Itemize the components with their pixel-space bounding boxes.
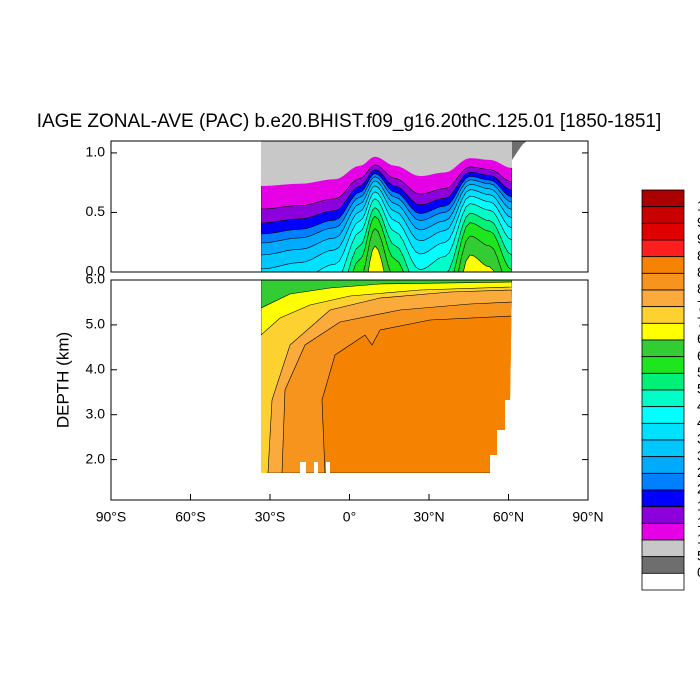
colorbar-label: 4 [697,397,700,413]
colorbar-box [641,456,685,474]
y-axis-label: DEPTH (km) [53,332,72,428]
colorbar-box [641,389,685,408]
y-tick-label: 2.0 [86,450,106,466]
contour-band [261,280,512,336]
colorbar-label: 9 [697,214,700,230]
colorbar-label: 8 [697,281,700,297]
colorbar-box [641,439,685,458]
colorbar-label: 7 [697,314,700,330]
colorbar-box [641,572,685,591]
x-tick-label: 0° [343,509,356,525]
colorbar-box [641,506,685,524]
colorbar-label: 9 [697,231,700,247]
colorbar-label: 7 [697,297,700,313]
colorbar-label: 1 [697,497,700,513]
panel-frame [110,140,589,273]
colorbar-box [641,406,685,424]
colorbar-label: 1 [697,531,700,547]
x-tick-label: 90°S [96,509,127,525]
colorbar-label: 3 [697,447,700,463]
colorbar-box [641,306,685,324]
colorbar-box [641,339,685,358]
colorbar-label: 0 [697,564,700,580]
upper-contours [261,141,512,272]
colorbar-label: 3 [697,431,700,447]
y-tick-label: 4.0 [86,360,106,376]
x-tick-label: 60°N [493,509,524,525]
colorbar-box [641,322,685,341]
colorbar-label: 2 [697,481,700,497]
colorbar-label: 5 [697,547,700,563]
colorbar-label: 8 [697,247,700,263]
x-tick-label: 60°S [175,509,206,525]
colorbar-label: 2 [697,464,700,480]
colorbar-box [641,472,685,491]
x-tick-label: 30°S [255,509,286,525]
colorbar-box [641,539,685,558]
colorbar-box [641,522,685,541]
colorbar-label: 5 [697,364,700,380]
y-tick-label: 0.0 [86,263,106,279]
chart-title: IAGE ZONAL-AVE (PAC) b.e20.BHIST.f09_g16… [37,111,662,132]
colorbar-box [641,489,685,508]
colorbar-box [641,556,685,574]
colorbar-box [641,256,685,274]
lower-contours [261,280,512,473]
colorbar-box [641,289,685,308]
colorbar-box [641,356,685,374]
colorbar-box [641,189,685,208]
contour-band [321,315,512,473]
y-tick-label: 6.0 [86,271,106,287]
y-tick-label: 0.5 [86,203,106,219]
colorbar-label: 5 [697,381,700,397]
colorbar-box [641,206,685,224]
x-tick-label: 90°N [572,509,603,525]
colorbar-box [641,422,685,441]
y-tick-label: 5.0 [86,316,106,332]
colorbar-box [641,239,685,258]
colorbar-label: 4 [697,414,700,430]
contour-band [261,280,512,309]
colorbar-box [641,272,685,291]
colorbar-box [641,222,685,241]
y-tick-label: 3.0 [86,405,106,421]
contour-band [261,141,512,186]
x-tick-label: 30°N [413,509,444,525]
land [512,141,527,160]
colorbar-label: 6 [697,347,700,363]
colorbar-label: 1 [697,197,700,213]
colorbar-label: 1 [697,514,700,530]
colorbar-box [641,372,685,391]
colorbar-label: 6 [697,331,700,347]
colorbar-label: 8 [697,264,700,280]
y-tick-label: 1.0 [86,144,106,160]
